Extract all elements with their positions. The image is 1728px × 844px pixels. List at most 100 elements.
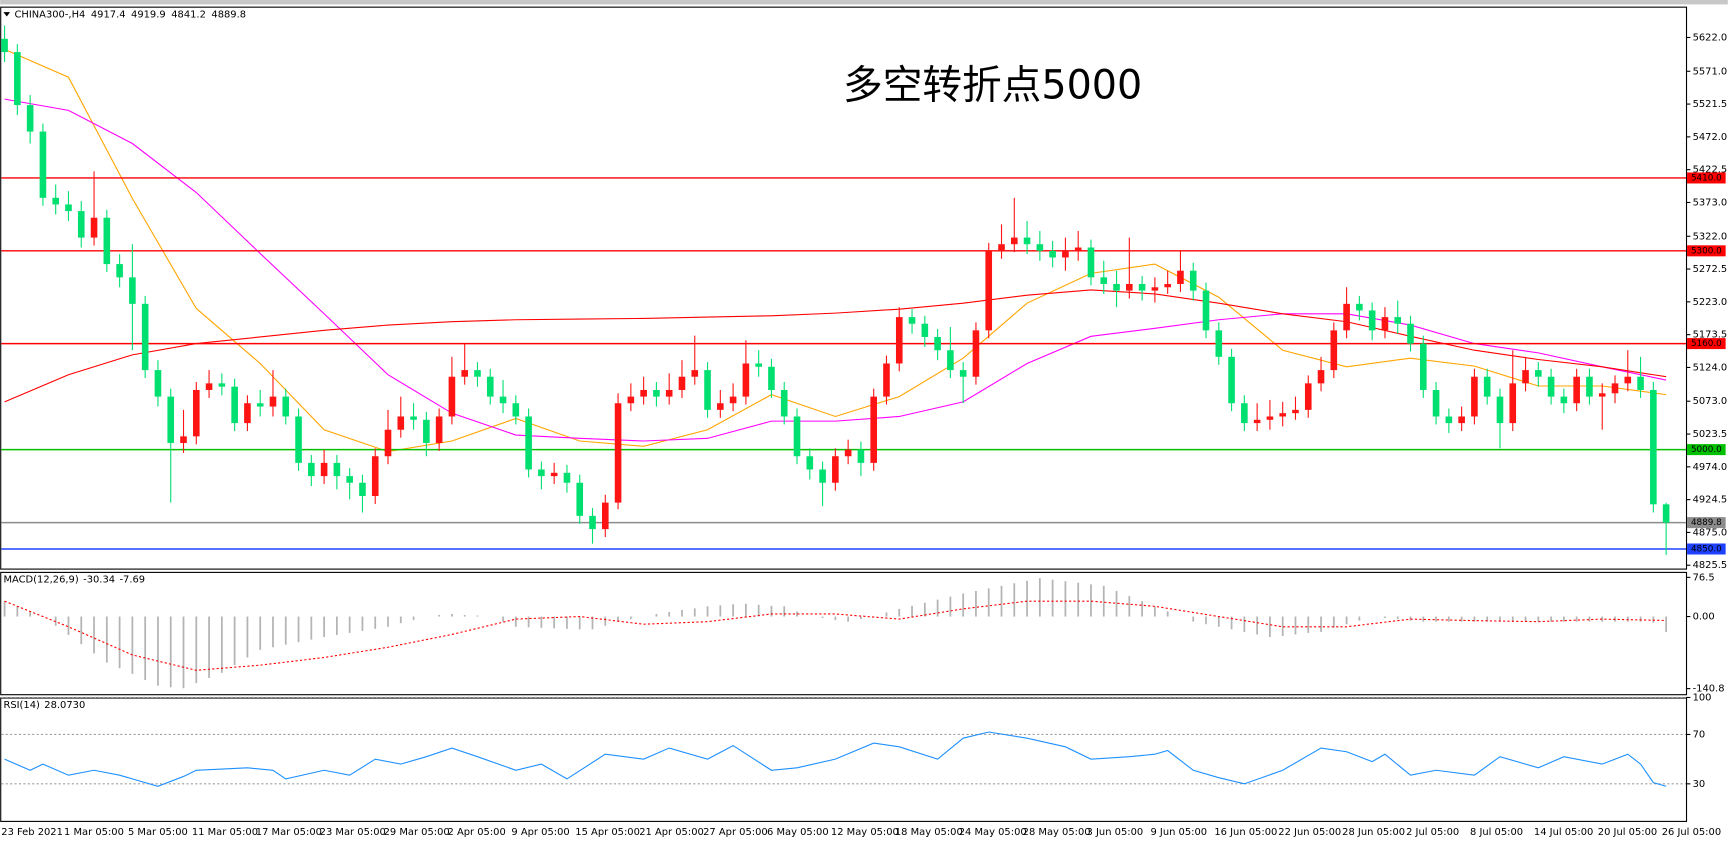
y-tick-label: 5173.5: [1693, 330, 1728, 341]
candle-body: [410, 416, 417, 420]
candle-body: [65, 204, 72, 212]
x-tick-label: 28 May 05:00: [1023, 827, 1091, 838]
candle-body: [1458, 416, 1465, 424]
candle-body: [1049, 250, 1056, 258]
level-label: 5300.0: [1691, 246, 1722, 256]
y-tick-label: 70: [1693, 729, 1706, 740]
candle-body: [678, 376, 686, 390]
y-tick-label: 5622.0: [1693, 32, 1728, 43]
top-strip: [0, 0, 1728, 5]
indicator-name: RSI(14): [3, 700, 40, 711]
candle-body: [665, 389, 673, 397]
x-tick-label: 23 Mar 05:00: [320, 827, 386, 838]
x-tick-label: 22 Jun 05:00: [1278, 827, 1341, 838]
menu-triangle[interactable]: [3, 12, 11, 17]
y-tick-label: 4825.5: [1693, 560, 1728, 571]
candle-body: [1100, 277, 1108, 284]
candle-body: [704, 370, 711, 410]
candle-body: [1573, 376, 1580, 404]
candle-body: [180, 436, 187, 443]
signal-value: -7.69: [119, 575, 145, 586]
candle-body: [985, 250, 993, 331]
candle-body: [806, 456, 814, 470]
candle-body: [205, 383, 213, 390]
candle-body: [423, 419, 430, 443]
candle-body: [1126, 283, 1133, 291]
candle-body: [895, 317, 903, 364]
y-tick-label: 76.5: [1693, 572, 1715, 583]
y-tick-label: 100: [1693, 692, 1712, 703]
candle-body: [256, 403, 264, 407]
candle-body: [1189, 270, 1197, 291]
x-tick-label: 9 Jun 05:00: [1150, 827, 1207, 838]
candle-body: [1010, 237, 1018, 245]
ohlc-close: 4889.8: [211, 9, 246, 20]
x-tick-label: 27 Apr 05:00: [703, 827, 768, 838]
candle-body: [1279, 413, 1286, 417]
candle-body: [1266, 416, 1274, 420]
x-tick-label: 2 Apr 05:00: [448, 827, 506, 838]
candle-body: [371, 456, 379, 496]
candle-body: [1624, 376, 1632, 384]
candle-body: [486, 376, 494, 397]
candle-body: [755, 363, 762, 367]
candle-body: [1177, 270, 1184, 284]
y-tick-label: 0.00: [1693, 612, 1715, 623]
y-tick-label: 30: [1693, 779, 1706, 790]
candle-body: [1113, 283, 1120, 291]
candle-body: [333, 462, 341, 477]
x-tick-label: 9 Apr 05:00: [511, 827, 569, 838]
candle-body: [742, 363, 750, 397]
candle-body: [870, 396, 878, 463]
candle-body: [39, 131, 47, 198]
candle-body: [129, 277, 136, 304]
panel-header: RSI(14) 28.0730: [3, 700, 85, 711]
candle-body: [627, 396, 635, 404]
x-tick-label: 14 Jul 05:00: [1534, 827, 1593, 838]
y-tick-label: 5023.5: [1693, 429, 1728, 440]
candle-body: [1560, 396, 1568, 404]
y-tick-label: 5124.0: [1693, 362, 1728, 373]
symbol: CHINA300-,H4: [14, 9, 85, 20]
candle-body: [1611, 383, 1619, 394]
x-tick-label: 20 Jul 05:00: [1598, 827, 1657, 838]
y-tick-label: 5571.0: [1693, 66, 1728, 77]
candle-body: [640, 389, 647, 397]
main-panel-frame: [0, 6, 1688, 570]
candle-body: [1586, 376, 1593, 397]
y-tick-label: 4875.0: [1693, 527, 1728, 538]
candle-body: [1036, 244, 1044, 251]
candle-body: [1483, 376, 1491, 397]
x-tick-label: 29 Mar 05:00: [384, 827, 450, 838]
x-tick-label: 21 Apr 05:00: [639, 827, 704, 838]
candle-body: [269, 396, 277, 407]
candle-body: [1496, 396, 1504, 424]
x-tick-label: 23 Feb 2021: [1, 827, 63, 838]
x-tick-label: 15 Apr 05:00: [575, 827, 640, 838]
candle-body: [1356, 303, 1363, 311]
candle-body: [384, 429, 392, 457]
candle-body: [601, 502, 609, 530]
x-tick-label: 2 Jul 05:00: [1406, 827, 1459, 838]
candle-body: [1215, 330, 1223, 357]
candle-body: [1343, 303, 1350, 331]
candle-body: [1304, 383, 1312, 410]
candle-body: [538, 469, 545, 477]
candle-body: [780, 389, 788, 417]
y-tick-label: 5322.0: [1693, 231, 1728, 242]
candle-body: [1381, 317, 1389, 331]
moving-average: [4, 98, 1667, 442]
candle-body: [1394, 317, 1402, 324]
candle-body: [998, 244, 1005, 251]
candle-body: [103, 217, 111, 265]
candle-body: [346, 476, 353, 483]
candle-body: [768, 366, 775, 390]
level-label-box: [1687, 245, 1726, 257]
ohlc-open: 4917.4: [91, 9, 126, 20]
level-label: 5160.0: [1691, 339, 1722, 349]
x-tick-label: 3 Jun 05:00: [1087, 827, 1144, 838]
level-label-box: [1687, 338, 1726, 350]
candle-body: [691, 370, 699, 377]
candle-body: [717, 403, 724, 410]
